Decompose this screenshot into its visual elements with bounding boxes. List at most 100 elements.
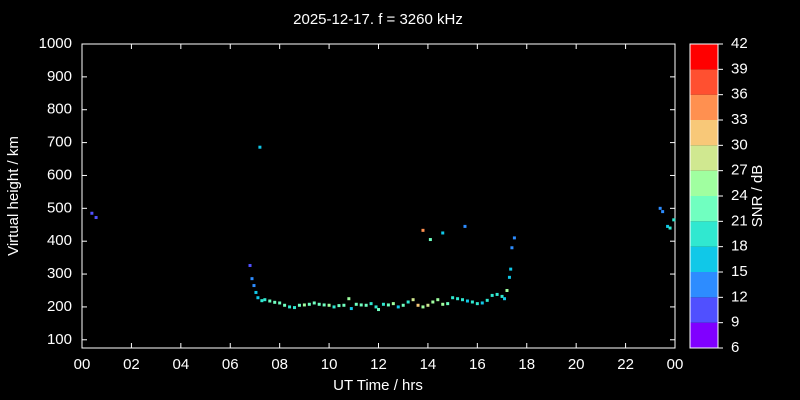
data-point xyxy=(258,145,262,149)
x-tick-label: 14 xyxy=(420,356,437,373)
y-tick-label: 500 xyxy=(47,199,72,216)
data-point xyxy=(436,298,440,302)
colorbar-band xyxy=(690,120,718,146)
data-point xyxy=(254,290,258,294)
data-point xyxy=(512,236,516,240)
data-point xyxy=(509,267,513,271)
data-point xyxy=(672,218,676,222)
data-point xyxy=(441,302,445,306)
data-point xyxy=(369,302,373,306)
data-point xyxy=(507,275,511,279)
colorbar-band xyxy=(690,221,718,247)
data-point xyxy=(297,303,301,307)
data-point xyxy=(260,299,264,303)
data-point xyxy=(364,303,368,307)
colorbar-band xyxy=(690,322,718,348)
colorbar-label: SNR / dB xyxy=(749,165,766,228)
data-point xyxy=(421,305,425,309)
data-point xyxy=(263,298,267,302)
data-point xyxy=(463,224,467,228)
chart-title: 2025-12-17. f = 3260 kHz xyxy=(293,11,463,28)
data-point xyxy=(273,300,277,304)
colorbar-tick-label: 9 xyxy=(731,314,739,331)
data-point xyxy=(307,302,311,306)
colorbar-tick-label: 39 xyxy=(731,60,748,77)
data-point xyxy=(396,305,400,309)
data-point xyxy=(421,228,425,232)
data-point xyxy=(256,296,260,300)
y-tick-label: 1000 xyxy=(39,35,72,52)
data-point xyxy=(381,302,385,306)
data-point xyxy=(666,224,670,228)
data-point xyxy=(250,277,254,281)
colorbar-tick-label: 27 xyxy=(731,162,748,179)
x-tick-label: 18 xyxy=(518,356,535,373)
data-point xyxy=(490,293,494,297)
data-point xyxy=(485,298,489,302)
data-point xyxy=(426,303,430,307)
data-point xyxy=(268,299,272,303)
data-point xyxy=(401,303,405,307)
data-point xyxy=(302,303,306,307)
data-point xyxy=(451,296,455,300)
colorbar-band xyxy=(690,297,718,323)
y-tick-label: 900 xyxy=(47,68,72,85)
y-tick-label: 300 xyxy=(47,265,72,282)
colorbar-band xyxy=(690,94,718,120)
data-point xyxy=(470,300,474,304)
data-point xyxy=(248,264,252,268)
colorbar-tick-label: 18 xyxy=(731,238,748,255)
data-point xyxy=(90,211,94,215)
colorbar-band xyxy=(690,246,718,272)
y-axis-label: Virtual height / km xyxy=(5,136,22,256)
data-point xyxy=(661,210,665,214)
colorbar-band xyxy=(690,44,718,70)
data-point xyxy=(288,305,292,309)
data-point xyxy=(94,216,98,220)
colorbar-tick-label: 33 xyxy=(731,111,748,128)
x-tick-label: 22 xyxy=(617,356,634,373)
x-tick-label: 06 xyxy=(222,356,239,373)
data-point xyxy=(359,303,363,307)
colorbar-tick-label: 24 xyxy=(731,187,748,204)
colorbar-band xyxy=(690,69,718,95)
data-point xyxy=(441,231,445,235)
colorbar-band xyxy=(690,145,718,171)
data-point xyxy=(354,302,358,306)
data-point xyxy=(292,306,296,310)
data-point xyxy=(347,297,351,301)
data-point xyxy=(465,299,469,303)
x-tick-label: 04 xyxy=(172,356,189,373)
x-axis-label: UT Time / hrs xyxy=(333,377,423,394)
data-point xyxy=(391,302,395,306)
colorbar-tick-label: 21 xyxy=(731,212,748,229)
data-point xyxy=(406,300,410,304)
data-point xyxy=(411,298,415,302)
x-tick-label: 12 xyxy=(370,356,387,373)
data-point xyxy=(377,308,380,312)
data-point xyxy=(500,294,504,298)
x-tick-label: 02 xyxy=(123,356,140,373)
data-point xyxy=(332,305,336,309)
data-point xyxy=(342,303,346,307)
data-point xyxy=(283,303,287,307)
x-tick-label: 00 xyxy=(74,356,91,373)
colorbar-tick-label: 12 xyxy=(731,288,748,305)
data-point xyxy=(658,206,662,210)
data-point xyxy=(428,238,432,242)
colorbar-tick-label: 6 xyxy=(731,339,739,356)
colorbar-band xyxy=(690,170,718,196)
data-point xyxy=(503,297,507,301)
y-tick-label: 100 xyxy=(47,331,72,348)
data-point xyxy=(278,301,282,305)
data-point xyxy=(374,305,378,309)
colorbar-tick-label: 15 xyxy=(731,263,748,280)
y-tick-label: 200 xyxy=(47,298,72,315)
colorbar-tick-label: 42 xyxy=(731,35,748,52)
data-point xyxy=(475,302,479,306)
data-point xyxy=(252,284,256,288)
colorbar-tick-label: 36 xyxy=(731,86,748,103)
x-tick-label: 00 xyxy=(667,356,684,373)
data-point xyxy=(312,301,316,305)
